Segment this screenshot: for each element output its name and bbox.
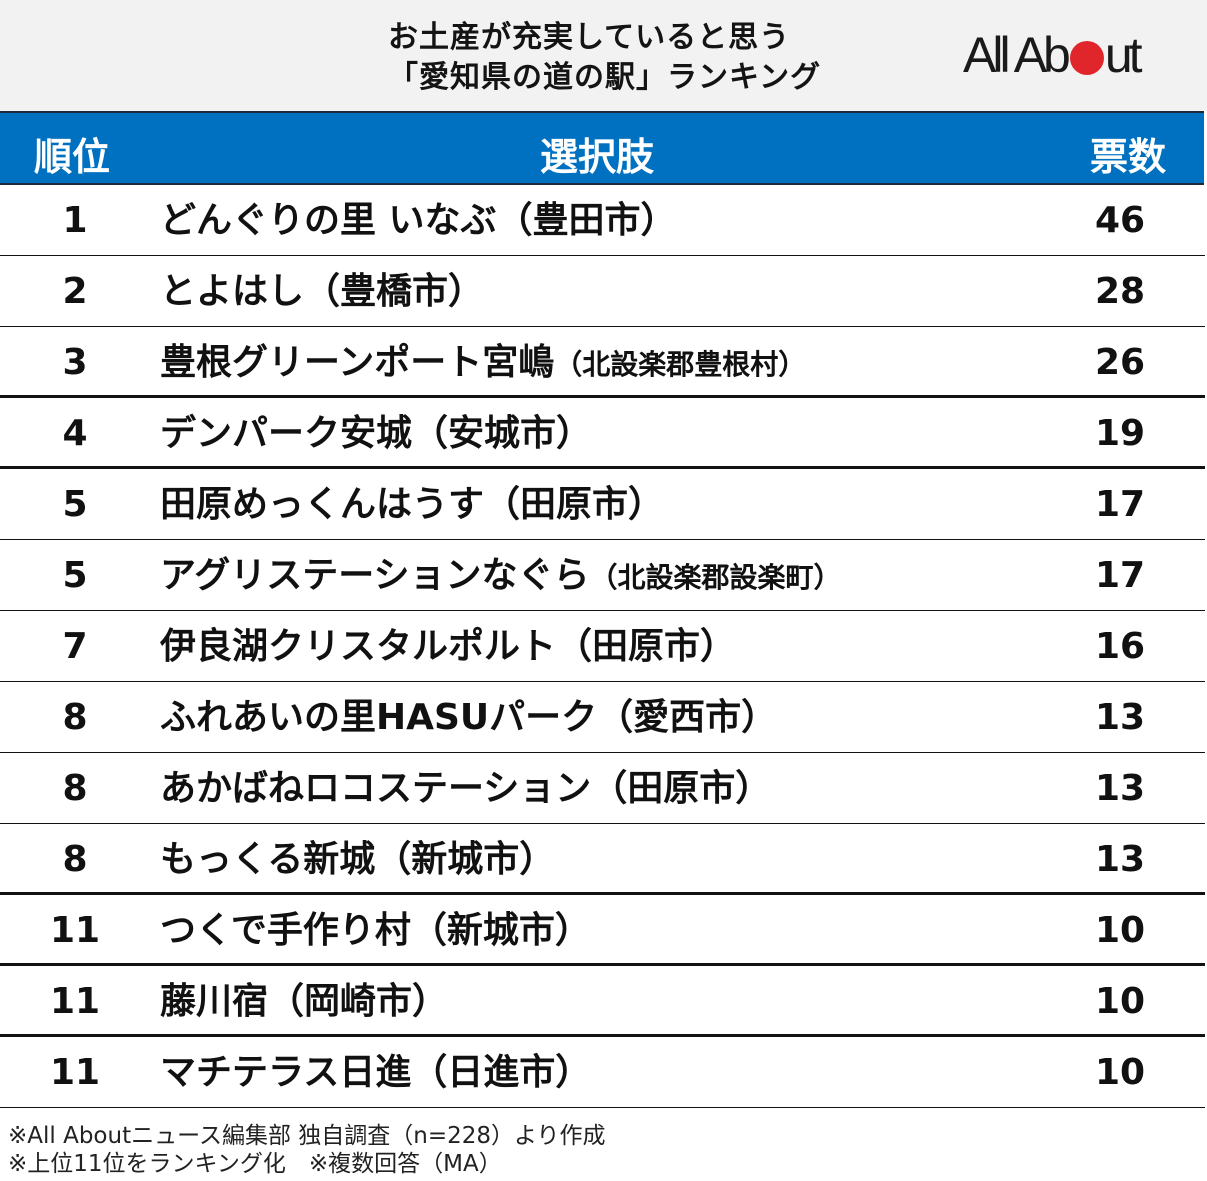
rank-cell: 8: [62, 839, 88, 880]
table-row: 11 マチテラス日進（日進市） 10: [0, 1037, 1205, 1108]
allabout-logo: All Ab ut: [963, 27, 1143, 83]
table-row: 8 ふれあいの里HASUパーク（愛西市） 13: [0, 682, 1205, 753]
footnote-method: ※上位11位をランキング化 ※複数回答（MA）: [8, 1151, 502, 1177]
rank-cell: 1: [62, 200, 88, 241]
station-name: つくで手作り村: [160, 910, 411, 951]
station-city: （新城市）: [410, 910, 591, 951]
table-row: 3 豊根グリーンポート宮嶋（北設楽郡豊根村） 26: [0, 327, 1205, 398]
rank-cell: 7: [62, 626, 88, 667]
station-city: （田原市）: [556, 626, 737, 667]
station-city: （田原市）: [484, 484, 665, 525]
station-name: 田原めっくんはうす: [160, 484, 485, 525]
station-name: アグリステーションなぐら: [160, 555, 590, 596]
table-header: 順位 選択肢 票数: [0, 111, 1204, 185]
logo-red-dot-icon: [1069, 41, 1104, 75]
rank-cell: 11: [49, 981, 101, 1022]
station-city: （愛西市）: [597, 697, 778, 738]
name-cell: あかばねロコステーション（田原市）: [160, 767, 771, 811]
votes-cell: 19: [1094, 413, 1146, 454]
station-name: マチテラス日進: [160, 1052, 412, 1093]
station-name: もっくる新城: [160, 839, 376, 880]
table-row: 4 デンパーク安城（安城市） 19: [0, 398, 1205, 469]
station-city: （新城市）: [375, 839, 556, 880]
rank-cell: 8: [62, 768, 88, 809]
name-cell: 藤川宿（岡崎市）: [160, 980, 448, 1024]
chart-title: お土産が充実していると思う 「愛知県の道の駅」ランキング: [388, 18, 858, 98]
name-cell: マチテラス日進（日進市）: [160, 1051, 591, 1095]
name-cell: 伊良湖クリスタルポルト（田原市）: [160, 625, 736, 669]
rank-cell: 2: [62, 271, 88, 312]
votes-cell: 13: [1094, 768, 1146, 809]
votes-cell: 13: [1094, 697, 1146, 738]
chart-title-line2: 「愛知県の道の駅」ランキング: [388, 60, 822, 95]
table-row: 11 つくで手作り村（新城市） 10: [0, 895, 1205, 966]
station-city: （北設楽郡設楽町）: [589, 561, 842, 594]
header-choice: 選択肢: [540, 135, 655, 179]
station-city: （岡崎市）: [268, 981, 449, 1022]
logo-text-end: ut: [1104, 27, 1143, 83]
station-name: ふれあいの里HASUパーク: [160, 697, 598, 738]
table-row: 11 藤川宿（岡崎市） 10: [0, 966, 1205, 1037]
name-cell: つくで手作り村（新城市）: [160, 909, 591, 953]
name-cell: 豊根グリーンポート宮嶋（北設楽郡豊根村）: [160, 341, 806, 387]
station-city: （北設楽郡豊根村）: [554, 348, 807, 381]
votes-cell: 10: [1094, 1052, 1146, 1093]
rank-cell: 3: [62, 342, 88, 383]
station-city: （豊田市）: [496, 200, 677, 241]
station-name: あかばねロコステーション: [160, 768, 592, 809]
station-city: （日進市）: [411, 1052, 592, 1093]
table-row: 5 田原めっくんはうす（田原市） 17: [0, 469, 1205, 540]
station-name: とよはし: [160, 271, 305, 312]
votes-cell: 16: [1094, 626, 1146, 667]
title-area: お土産が充実していると思う 「愛知県の道の駅」ランキング All Ab ut: [0, 0, 1207, 111]
votes-cell: 10: [1094, 981, 1146, 1022]
logo-text-start: All Ab: [963, 27, 1071, 83]
rank-cell: 5: [62, 555, 88, 596]
name-cell: とよはし（豊橋市）: [160, 270, 484, 314]
ranking-table: 1 どんぐりの里 いなぶ（豊田市） 46 2 とよはし（豊橋市） 28 3 豊根…: [0, 185, 1205, 1108]
station-city: （田原市）: [591, 768, 772, 809]
station-name: どんぐりの里 いなぶ: [160, 200, 497, 241]
table-row: 7 伊良湖クリスタルポルト（田原市） 16: [0, 611, 1205, 682]
station-city: （豊橋市）: [304, 271, 485, 312]
name-cell: 田原めっくんはうす（田原市）: [160, 483, 664, 527]
station-name: 豊根グリーンポート宮嶋: [160, 342, 555, 383]
rank-cell: 4: [62, 413, 88, 454]
votes-cell: 26: [1094, 342, 1146, 383]
footnotes: ※All Aboutニュース編集部 独自調査（n=228）より作成 ※上位11位…: [8, 1122, 606, 1178]
table-row: 8 あかばねロコステーション（田原市） 13: [0, 753, 1205, 824]
votes-cell: 46: [1094, 200, 1146, 241]
chart-title-line1: お土産が充実していると思う: [388, 20, 791, 55]
footnote-source: ※All Aboutニュース編集部 独自調査（n=228）より作成: [8, 1123, 606, 1149]
table-row: 1 どんぐりの里 いなぶ（豊田市） 46: [0, 185, 1205, 256]
table-row: 8 もっくる新城（新城市） 13: [0, 824, 1205, 895]
table-row: 2 とよはし（豊橋市） 28: [0, 256, 1205, 327]
station-name: 伊良湖クリスタルポルト: [160, 626, 557, 667]
rank-cell: 5: [62, 484, 88, 525]
station-city: （安城市）: [412, 413, 593, 454]
votes-cell: 28: [1094, 271, 1146, 312]
header-votes: 票数: [1090, 135, 1167, 179]
name-cell: どんぐりの里 いなぶ（豊田市）: [160, 199, 677, 243]
name-cell: アグリステーションなぐら（北設楽郡設楽町）: [160, 554, 842, 600]
name-cell: デンパーク安城（安城市）: [160, 412, 592, 456]
votes-cell: 17: [1094, 484, 1146, 525]
votes-cell: 10: [1094, 910, 1146, 951]
rank-cell: 11: [49, 1052, 101, 1093]
votes-cell: 17: [1094, 555, 1146, 596]
station-name: デンパーク安城: [160, 413, 413, 454]
rank-cell: 8: [62, 697, 88, 738]
votes-cell: 13: [1094, 839, 1146, 880]
name-cell: もっくる新城（新城市）: [160, 838, 555, 882]
name-cell: ふれあいの里HASUパーク（愛西市）: [160, 696, 777, 740]
rank-cell: 11: [49, 910, 101, 951]
header-rank: 順位: [34, 135, 111, 179]
table-row: 5 アグリステーションなぐら（北設楽郡設楽町） 17: [0, 540, 1205, 611]
station-name: 藤川宿: [160, 981, 269, 1022]
